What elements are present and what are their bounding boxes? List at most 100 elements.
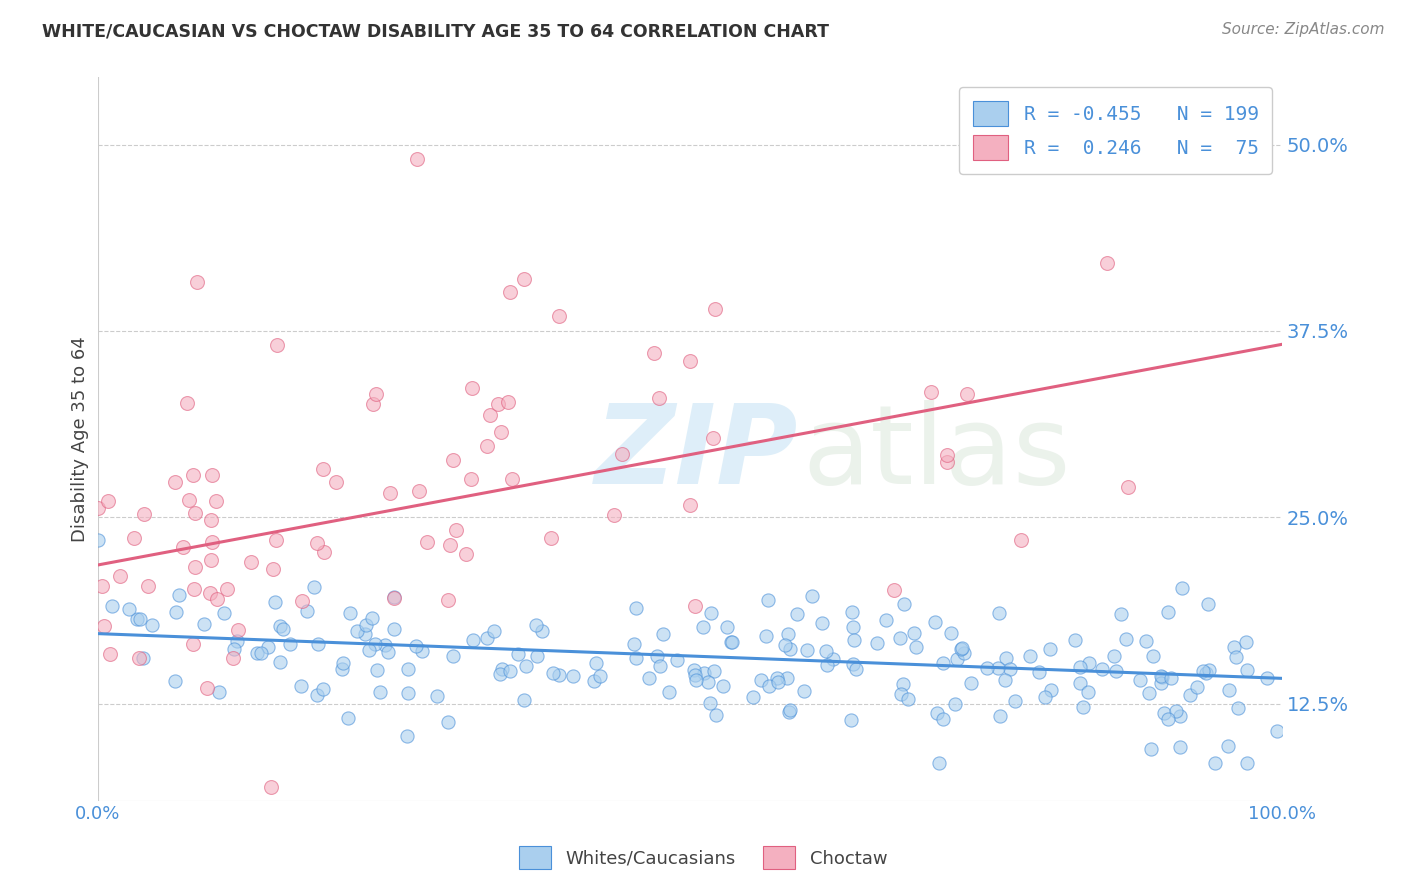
Point bbox=[1129, 673, 1152, 688]
Point bbox=[842, 632, 865, 647]
Point bbox=[354, 617, 377, 632]
Point bbox=[506, 647, 529, 661]
Point bbox=[891, 677, 914, 691]
Point bbox=[589, 669, 612, 683]
Point bbox=[1150, 669, 1173, 683]
Point bbox=[257, 640, 280, 654]
Point bbox=[897, 692, 920, 706]
Point bbox=[360, 611, 382, 625]
Point bbox=[167, 588, 190, 602]
Point bbox=[526, 648, 548, 663]
Point bbox=[703, 301, 725, 316]
Point bbox=[1197, 597, 1219, 611]
Point bbox=[990, 708, 1012, 723]
Point bbox=[1236, 663, 1258, 677]
Point bbox=[408, 483, 430, 498]
Point bbox=[903, 625, 925, 640]
Point bbox=[295, 604, 318, 618]
Point bbox=[1028, 665, 1050, 680]
Point bbox=[1135, 633, 1157, 648]
Point bbox=[1109, 607, 1132, 621]
Point bbox=[702, 431, 724, 445]
Point bbox=[1195, 666, 1218, 681]
Point bbox=[800, 589, 823, 603]
Point bbox=[441, 453, 464, 467]
Point bbox=[479, 408, 502, 422]
Point bbox=[477, 439, 499, 453]
Point bbox=[943, 697, 966, 711]
Point bbox=[928, 756, 950, 771]
Point bbox=[441, 648, 464, 663]
Point bbox=[366, 663, 388, 677]
Point bbox=[623, 637, 645, 651]
Point bbox=[976, 661, 998, 675]
Point bbox=[793, 684, 815, 698]
Point bbox=[122, 531, 145, 545]
Point bbox=[208, 685, 231, 699]
Point bbox=[988, 606, 1011, 620]
Point bbox=[548, 668, 571, 682]
Point bbox=[269, 655, 291, 669]
Point bbox=[1157, 713, 1180, 727]
Point bbox=[377, 645, 399, 659]
Point bbox=[339, 606, 361, 620]
Text: atlas: atlas bbox=[803, 400, 1071, 507]
Point bbox=[582, 673, 605, 688]
Point bbox=[624, 601, 647, 615]
Point bbox=[920, 385, 942, 400]
Point bbox=[936, 448, 959, 462]
Point bbox=[269, 619, 291, 633]
Point bbox=[1168, 740, 1191, 755]
Point bbox=[1204, 756, 1226, 771]
Point bbox=[488, 666, 510, 681]
Point bbox=[165, 673, 187, 688]
Point bbox=[93, 619, 115, 633]
Point bbox=[359, 642, 381, 657]
Point bbox=[648, 391, 671, 405]
Text: ZIP: ZIP bbox=[595, 400, 799, 507]
Point bbox=[927, 706, 949, 720]
Point bbox=[720, 635, 742, 649]
Point bbox=[779, 642, 801, 657]
Point bbox=[994, 673, 1017, 687]
Point bbox=[1004, 694, 1026, 708]
Point bbox=[1150, 669, 1173, 683]
Point bbox=[935, 455, 957, 469]
Point bbox=[842, 620, 865, 634]
Point bbox=[307, 637, 329, 651]
Point bbox=[486, 397, 509, 411]
Point bbox=[1164, 704, 1187, 718]
Point bbox=[346, 624, 368, 638]
Point bbox=[1010, 533, 1032, 547]
Point bbox=[165, 605, 187, 619]
Legend: Whites/Caucasians, Choctaw: Whites/Caucasians, Choctaw bbox=[509, 838, 897, 879]
Point bbox=[1222, 640, 1244, 654]
Point bbox=[1216, 739, 1239, 753]
Point bbox=[541, 665, 564, 680]
Point bbox=[454, 547, 477, 561]
Point bbox=[200, 553, 222, 567]
Point bbox=[361, 397, 384, 411]
Point bbox=[128, 651, 150, 665]
Point bbox=[758, 679, 780, 693]
Point bbox=[704, 707, 727, 722]
Point bbox=[305, 535, 328, 549]
Point bbox=[548, 309, 571, 323]
Point bbox=[1078, 656, 1101, 670]
Point bbox=[141, 618, 163, 632]
Point bbox=[91, 579, 114, 593]
Point bbox=[1097, 256, 1119, 270]
Point bbox=[193, 617, 215, 632]
Point bbox=[165, 475, 187, 489]
Point bbox=[1150, 676, 1173, 690]
Point bbox=[132, 651, 155, 665]
Point bbox=[498, 285, 520, 300]
Point bbox=[1256, 671, 1278, 685]
Point bbox=[665, 653, 688, 667]
Point bbox=[956, 386, 979, 401]
Point bbox=[426, 689, 449, 703]
Point bbox=[952, 640, 974, 655]
Point bbox=[1198, 664, 1220, 678]
Point bbox=[305, 688, 328, 702]
Point bbox=[1170, 581, 1192, 595]
